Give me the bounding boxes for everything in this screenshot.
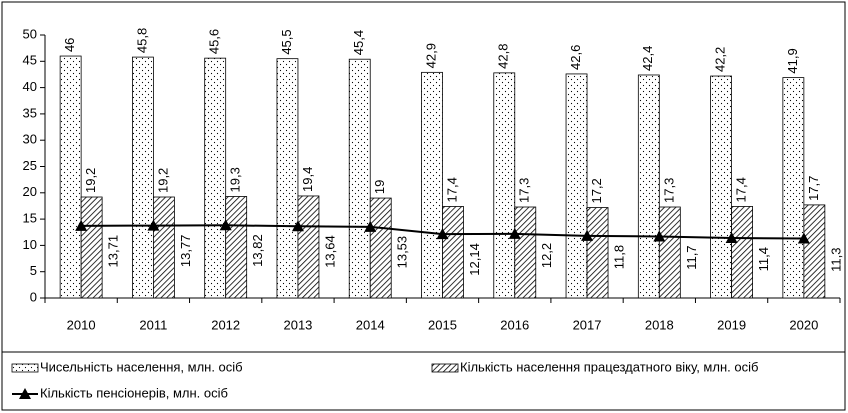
value-label: 19,2 — [83, 168, 98, 193]
bar — [565, 73, 588, 299]
value-label: 13,71 — [106, 235, 121, 268]
y-tick-label: 40 — [23, 79, 37, 94]
y-tick-label: 15 — [23, 211, 37, 226]
bar — [493, 72, 516, 299]
value-label: 17,3 — [661, 178, 676, 203]
value-label: 42,9 — [423, 43, 438, 68]
line-marker — [508, 227, 521, 239]
bar — [710, 75, 732, 299]
bar — [442, 206, 464, 299]
bar — [658, 206, 681, 299]
bar — [225, 196, 248, 299]
value-label: 19,3 — [228, 167, 243, 192]
value-label: 12,2 — [539, 243, 554, 268]
bar — [586, 207, 609, 299]
value-label: 42,2 — [713, 47, 728, 72]
value-label: 45,5 — [279, 29, 294, 54]
legend-swatch — [431, 363, 459, 373]
y-tick-label: 10 — [23, 237, 37, 252]
y-tick-label: 25 — [23, 158, 37, 173]
line-marker — [725, 232, 738, 244]
x-tick-label: 2013 — [283, 317, 312, 332]
value-label: 45,8 — [134, 28, 149, 53]
value-label: 42,6 — [568, 45, 583, 70]
line-marker — [219, 219, 232, 231]
line-marker — [797, 232, 810, 244]
bar — [153, 196, 175, 299]
bar — [80, 196, 103, 299]
bar — [369, 197, 392, 299]
y-tick-label: 5 — [30, 263, 37, 278]
x-tick-label: 2017 — [573, 317, 602, 332]
value-label: 17,4 — [444, 177, 459, 202]
value-label: 19,4 — [300, 167, 315, 192]
line-marker — [581, 229, 594, 241]
legend-marker — [19, 388, 31, 399]
value-label: 13,64 — [322, 235, 337, 268]
x-tick-label: 2019 — [717, 317, 746, 332]
x-tick-label: 2020 — [789, 317, 818, 332]
value-label: 11,8 — [611, 245, 626, 269]
y-tick-label: 20 — [23, 184, 37, 199]
value-label: 11,7 — [684, 245, 699, 269]
bar — [276, 58, 299, 299]
x-tick-label: 2015 — [428, 317, 457, 332]
value-label: 19 — [372, 180, 387, 194]
y-tick-label: 50 — [23, 26, 37, 41]
bar — [348, 58, 371, 299]
bar — [132, 56, 154, 299]
x-tick-label: 2010 — [67, 317, 96, 332]
value-label: 13,77 — [178, 235, 193, 268]
value-label: 12,14 — [467, 243, 482, 276]
x-tick-label: 2014 — [356, 317, 385, 332]
value-label: 42,4 — [640, 46, 655, 71]
line-marker — [75, 219, 88, 231]
bar — [782, 77, 805, 299]
legend-swatch — [11, 363, 39, 373]
value-label: 17,4 — [734, 177, 749, 202]
bar — [803, 204, 826, 299]
line-marker — [291, 220, 304, 232]
y-tick-label: 0 — [30, 289, 37, 304]
value-label: 11,3 — [828, 248, 843, 272]
x-tick-label: 2012 — [211, 317, 240, 332]
y-tick-label: 30 — [23, 132, 37, 147]
x-tick-label: 2011 — [139, 317, 167, 332]
value-label: 42,8 — [496, 44, 511, 69]
value-label: 45,6 — [207, 29, 222, 54]
bar — [731, 206, 753, 299]
value-label: 13,53 — [395, 236, 410, 269]
value-label: 45,4 — [351, 30, 366, 55]
bar — [297, 195, 320, 299]
value-label: 11,4 — [756, 247, 771, 271]
x-tick-label: 2018 — [645, 317, 674, 332]
value-label: 17,7 — [806, 176, 821, 201]
bar — [514, 206, 537, 299]
bar — [637, 74, 660, 299]
y-tick-label: 35 — [23, 105, 37, 120]
value-label: 41,9 — [785, 48, 800, 73]
legend-label: Кількість пенсіонерів, млн. осіб — [40, 385, 228, 400]
bar — [59, 55, 82, 299]
value-label: 13,82 — [250, 234, 265, 267]
value-label: 46 — [62, 38, 77, 52]
bar — [421, 71, 443, 299]
bar — [204, 57, 227, 299]
line-marker — [147, 219, 160, 231]
value-label: 19,2 — [155, 168, 170, 193]
x-tick-label: 2016 — [500, 317, 529, 332]
line-marker — [364, 220, 377, 232]
legend-label: Чисельність населення, млн. осіб — [40, 359, 243, 374]
line-marker — [436, 228, 449, 240]
legend-label: Кількість населення працездатного віку, … — [460, 359, 758, 374]
line-marker — [653, 230, 666, 242]
value-label: 17,3 — [517, 178, 532, 203]
y-tick-label: 45 — [23, 53, 37, 68]
value-label: 17,2 — [589, 178, 604, 203]
